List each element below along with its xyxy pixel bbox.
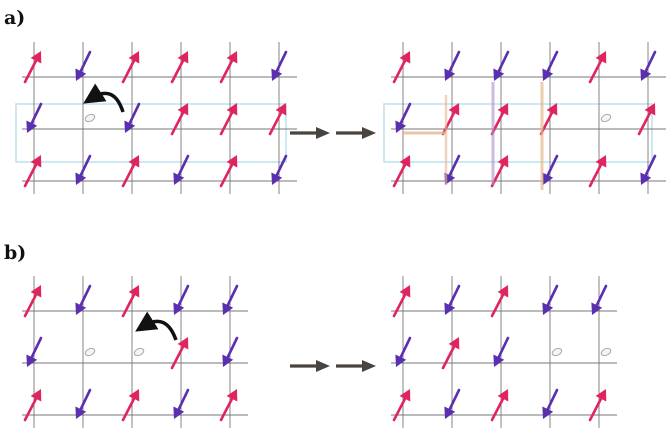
spin-up-arrow: [219, 103, 238, 136]
spin-down-arrow: [173, 154, 190, 185]
spin-down-arrow: [222, 284, 239, 315]
spin-up-arrow: [121, 389, 140, 422]
spin-up-arrow: [219, 389, 238, 422]
hole-marker: [84, 347, 96, 357]
lattice-layer: [15, 42, 666, 428]
spin-down-arrow: [26, 102, 43, 133]
spin-down-arrow: [75, 50, 92, 81]
hop-arrow-icon: [83, 83, 125, 113]
spin-up-arrow: [219, 155, 238, 188]
spin-down-arrow: [124, 102, 141, 133]
spin-down-arrow: [444, 50, 461, 81]
spin-down-arrow: [222, 336, 239, 367]
highlight-box: [15, 103, 287, 163]
spin-down-arrow: [75, 284, 92, 315]
spin-up-arrow: [637, 103, 656, 136]
panel-a-initial-lattice: [22, 42, 297, 194]
panel-a-label: a): [4, 7, 25, 29]
spin-down-arrow: [395, 336, 412, 367]
spin-down-arrow: [640, 50, 657, 81]
spin-down-arrow: [173, 284, 190, 315]
spin-up-arrow: [490, 285, 509, 318]
highlight-box: [383, 103, 653, 163]
hole-marker: [133, 347, 145, 357]
spin-up-arrow: [392, 155, 411, 188]
transfer-arrow-b: [290, 360, 376, 372]
spin-up-arrow: [268, 103, 287, 136]
spin-down-arrow: [75, 388, 92, 419]
hole-marker: [600, 113, 612, 123]
spin-up-arrow: [121, 285, 140, 318]
spin-down-arrow: [542, 50, 559, 81]
spin-down-arrow: [26, 336, 43, 367]
spin-up-arrow: [23, 389, 42, 422]
transfer-arrow-a: [290, 127, 376, 139]
spin-down-arrow: [591, 284, 608, 315]
spin-down-arrow: [640, 154, 657, 185]
spin-up-arrow: [219, 51, 238, 84]
hole-marker: [551, 347, 563, 357]
spin-down-arrow: [542, 154, 559, 185]
spin-up-arrow: [121, 155, 140, 188]
spin-up-arrow: [170, 51, 189, 84]
spin-down-arrow: [75, 154, 92, 185]
spin-up-arrow: [588, 389, 607, 422]
spin-down-arrow: [271, 50, 288, 81]
spin-up-arrow: [23, 285, 42, 318]
hole-marker: [84, 113, 96, 123]
hop-arrow-icon: [135, 311, 178, 341]
spin-up-arrow: [170, 103, 189, 136]
spin-down-arrow: [395, 102, 412, 133]
spin-up-arrow: [23, 51, 42, 84]
spin-up-arrow: [392, 389, 411, 422]
spin-down-arrow: [271, 154, 288, 185]
spin-down-arrow: [542, 284, 559, 315]
spin-up-arrow: [490, 389, 509, 422]
panel-b-label: b): [4, 242, 26, 264]
spin-up-arrow: [441, 337, 460, 370]
panel-b-final-lattice: [391, 276, 617, 428]
spin-down-arrow: [493, 336, 510, 367]
spin-up-arrow: [392, 285, 411, 318]
spin-up-arrow: [121, 51, 140, 84]
hole-marker: [600, 347, 612, 357]
panel-a-final-lattice: [391, 42, 666, 194]
spin-down-arrow: [542, 388, 559, 419]
spin-down-arrow: [173, 388, 190, 419]
spin-down-arrow: [444, 388, 461, 419]
spin-up-arrow: [170, 337, 189, 370]
spin-up-arrow: [392, 51, 411, 84]
spin-down-arrow: [444, 284, 461, 315]
spin-up-arrow: [588, 51, 607, 84]
spin-down-arrow: [493, 50, 510, 81]
panel-b-initial-lattice: [22, 276, 248, 428]
spin-up-arrow: [23, 155, 42, 188]
spin-up-arrow: [588, 155, 607, 188]
